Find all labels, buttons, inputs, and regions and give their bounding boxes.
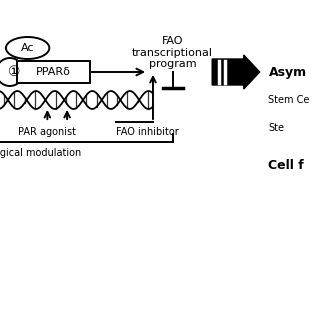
Text: PAR agonist: PAR agonist (18, 127, 76, 137)
Text: FAO
transcriptional
program: FAO transcriptional program (132, 36, 213, 69)
FancyArrow shape (212, 55, 260, 89)
Text: ①: ① (8, 65, 20, 79)
Text: PPARδ: PPARδ (36, 67, 71, 77)
Text: FAO inhibitor: FAO inhibitor (116, 127, 179, 137)
Text: Ac: Ac (21, 43, 34, 53)
Text: cological modulation: cological modulation (0, 148, 82, 158)
Text: Stem Ce: Stem Ce (268, 95, 310, 105)
Text: Asym: Asym (268, 66, 307, 78)
Text: Cell f: Cell f (268, 158, 304, 172)
Text: Ste: Ste (268, 123, 284, 133)
FancyBboxPatch shape (17, 61, 90, 83)
